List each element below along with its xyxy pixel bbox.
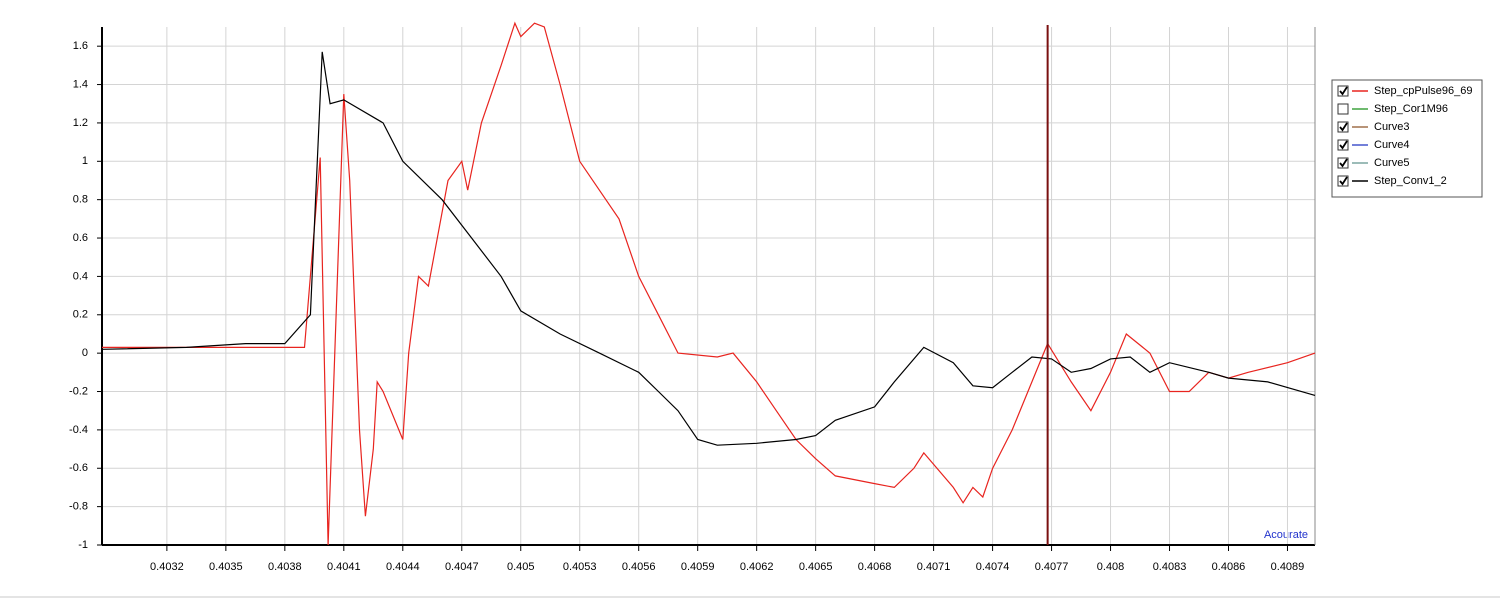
y-tick-label: 1.6 — [73, 40, 88, 52]
checkmark — [1339, 140, 1348, 150]
y-tick-label: 0.4 — [73, 270, 88, 282]
x-tick-label: 0.4059 — [681, 561, 715, 573]
x-tick-label: 0.4062 — [740, 561, 774, 573]
y-tick-label: 0 — [82, 347, 88, 359]
x-tick-label: 0.4071 — [917, 561, 951, 573]
watermark: Acourate — [1264, 529, 1308, 541]
x-tick-label: 0.4041 — [327, 561, 361, 573]
legend-checkbox[interactable] — [1337, 85, 1349, 97]
legend-label: Step_cpPulse96_69 — [1374, 85, 1472, 97]
y-tick-label: 0.2 — [73, 309, 88, 321]
y-tick-label: 0.6 — [73, 232, 88, 244]
x-tick-label: 0.4053 — [563, 561, 597, 573]
y-tick-label: -0.2 — [69, 385, 88, 397]
legend-checkbox[interactable] — [1337, 121, 1349, 133]
checkmark — [1339, 158, 1348, 168]
legend-label: Curve4 — [1374, 139, 1409, 151]
y-tick-label: -0.6 — [69, 462, 88, 474]
x-tick-label: 0.4083 — [1153, 561, 1187, 573]
x-tick-label: 0.408 — [1097, 561, 1125, 573]
legend-checkbox[interactable] — [1337, 139, 1349, 151]
y-tick-label: 1.2 — [73, 117, 88, 129]
checkmark — [1339, 122, 1348, 132]
checkmark — [1339, 176, 1348, 186]
legend-checkbox[interactable] — [1337, 175, 1349, 187]
series-line — [101, 51, 1316, 446]
y-tick-label: -0.4 — [69, 424, 88, 436]
x-tick-label: 0.4056 — [622, 561, 656, 573]
legend-label: Step_Conv1_2 — [1374, 175, 1447, 187]
x-tick-label: 0.4089 — [1271, 561, 1305, 573]
x-tick-label: 0.405 — [507, 561, 535, 573]
legend-checkbox[interactable] — [1337, 103, 1349, 115]
x-tick-label: 0.4038 — [268, 561, 302, 573]
legend-box — [1331, 79, 1483, 198]
x-tick-label: 0.4035 — [209, 561, 243, 573]
x-tick-label: 0.4044 — [386, 561, 420, 573]
x-tick-label: 0.4074 — [976, 561, 1010, 573]
x-tick-label: 0.4032 — [150, 561, 184, 573]
x-tick-label: 0.4047 — [445, 561, 479, 573]
y-tick-label: -0.8 — [69, 501, 88, 513]
y-tick-label: 1.4 — [73, 78, 88, 90]
legend-label: Step_Cor1M96 — [1374, 103, 1448, 115]
series-line — [102, 21, 1316, 546]
x-tick-label: 0.4077 — [1035, 561, 1069, 573]
y-tick-label: -1 — [78, 539, 88, 551]
legend-label: Curve5 — [1374, 157, 1409, 169]
y-tick-label: 0.8 — [73, 194, 88, 206]
legend-label: Curve3 — [1374, 121, 1409, 133]
x-tick-label: 0.4065 — [799, 561, 833, 573]
checkmark — [1339, 86, 1348, 96]
y-tick-label: 1 — [82, 155, 88, 167]
x-tick-label: 0.4068 — [858, 561, 892, 573]
legend-checkbox[interactable] — [1337, 157, 1349, 169]
x-tick-label: 0.4086 — [1212, 561, 1246, 573]
